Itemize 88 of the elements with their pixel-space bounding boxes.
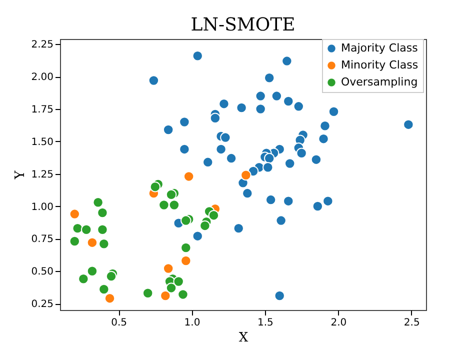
point [220,132,231,143]
y-tick-label: 1.25 [31,169,54,180]
point [150,181,161,192]
point [282,56,292,66]
y-tick-label: 0.75 [31,234,54,246]
point [69,236,80,247]
point [160,290,171,302]
point [226,152,237,164]
point [179,116,190,128]
point [180,242,192,254]
point [192,50,203,62]
chart-title: LN-SMOTE [190,14,296,36]
point [264,72,275,84]
point [179,144,190,155]
y-tick-label: 2.25 [31,40,54,51]
point [310,154,322,165]
y-tick-label: 1.75 [31,104,54,116]
legend-label: Oversampling [341,76,418,88]
point [166,282,177,294]
point [168,200,180,210]
y-tick-label: 1.00 [31,202,54,213]
point [218,98,230,110]
y-tick-label: 1.50 [31,136,54,148]
point [97,207,108,218]
point [283,196,294,206]
point [284,158,296,169]
point [192,230,203,242]
y-tick-label: 2.00 [31,72,54,84]
point [233,222,244,234]
point [208,210,220,221]
point [166,189,177,200]
point [80,224,92,235]
point [173,276,184,287]
point [200,220,210,232]
point [276,215,286,226]
point [320,120,330,132]
point [180,215,192,226]
legend-label: Majority Class [341,42,418,54]
point [158,200,170,210]
point [242,188,253,199]
point [255,90,266,102]
point [98,238,110,250]
point [240,170,252,181]
point [142,288,154,299]
point [104,292,116,304]
point [283,96,294,107]
point [162,263,174,274]
y-axis-title: Y [13,170,28,180]
point [264,152,275,164]
point [293,101,304,112]
point [328,106,340,117]
point [296,148,307,158]
legend-label: Minority Class [341,58,418,72]
x-tick-label: 1.5 [258,318,274,328]
point [274,290,285,302]
x-axis-title: X [238,330,249,346]
x-tick-label: 1.0 [184,318,200,328]
point [183,171,194,182]
point [162,124,174,136]
x-tick-label: 0.5 [111,318,128,328]
point [86,266,98,276]
point [86,237,98,248]
point [178,289,188,300]
y-tick-label: 0.50 [31,266,54,278]
point [262,162,274,173]
point [265,194,276,206]
point [210,112,221,124]
point [180,255,192,266]
point [98,284,110,295]
point [148,75,160,86]
x-tick-label: 2.5 [404,318,420,328]
point [403,119,414,130]
point [106,270,117,282]
point [78,274,89,284]
point [97,224,108,235]
point [271,90,282,102]
point [216,144,226,155]
point [72,222,83,234]
point [92,197,104,208]
point [318,133,329,144]
point [312,200,324,212]
y-tick-label: 0.25 [31,299,54,310]
point [255,104,266,114]
x-tick-label: 2.0 [330,318,347,328]
point [69,208,80,220]
point [322,196,334,206]
point [202,156,214,168]
point [236,102,247,114]
